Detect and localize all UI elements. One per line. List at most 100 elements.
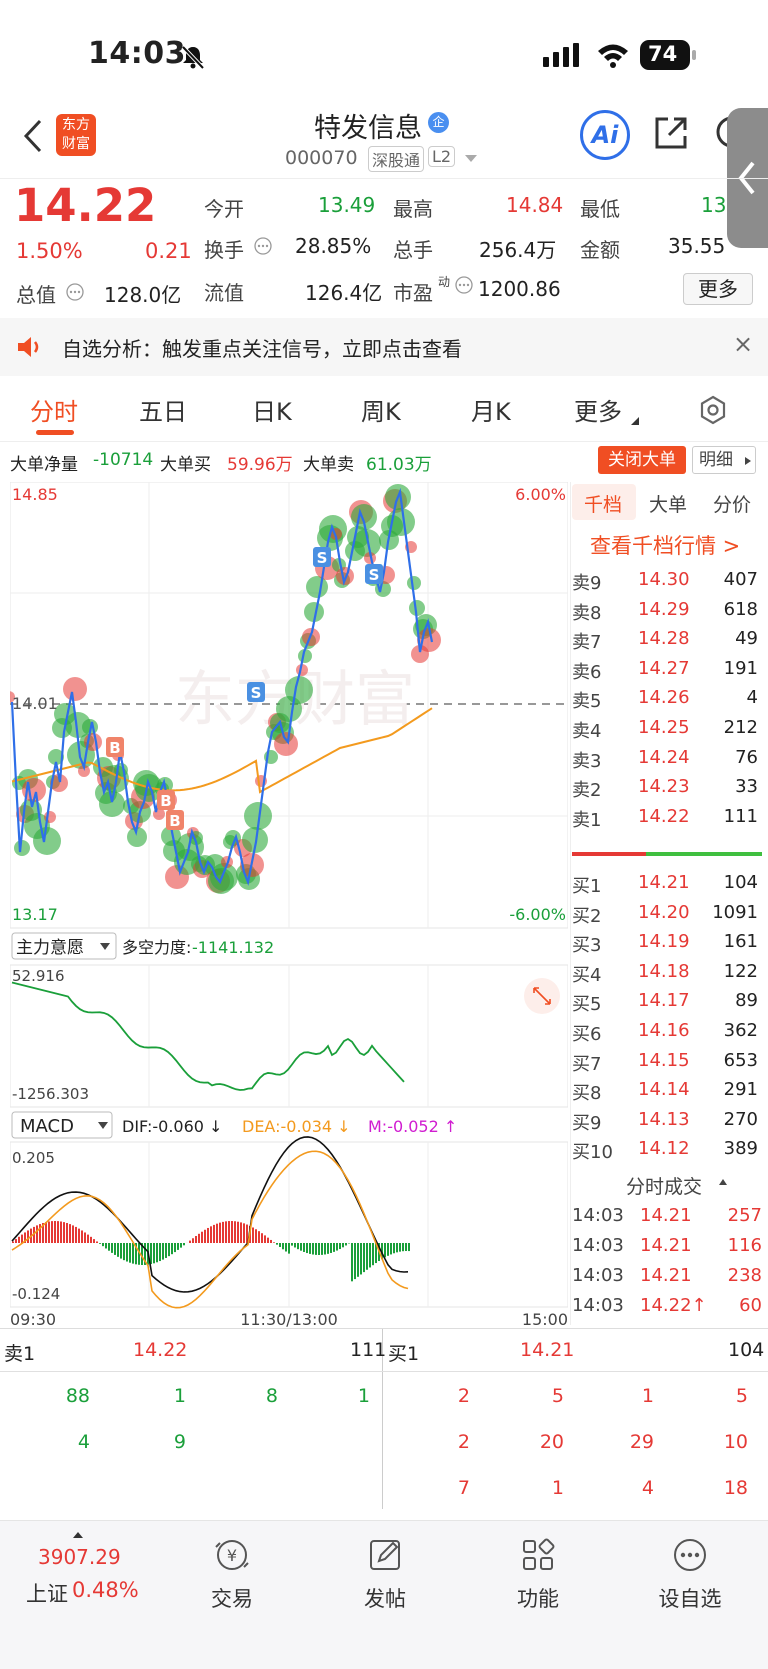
macd-bar bbox=[66, 1222, 68, 1243]
buy-level-row[interactable]: 买3 14.19 161 bbox=[572, 927, 768, 958]
detail-button[interactable]: 明细 bbox=[692, 446, 756, 474]
sell-level-row[interactable]: 卖2 14.23 33 bbox=[572, 772, 768, 803]
mktcap-value: 128.0亿 bbox=[104, 283, 182, 307]
macd-bar bbox=[345, 1243, 347, 1246]
nav-post[interactable]: 发帖 bbox=[325, 1537, 445, 1613]
sell-level-row[interactable]: 卖7 14.28 49 bbox=[572, 624, 768, 655]
sell-level-row[interactable]: 卖9 14.30 407 bbox=[572, 565, 768, 596]
buy-level-row[interactable]: 买4 14.18 122 bbox=[572, 957, 768, 988]
volume-bubble bbox=[409, 600, 425, 616]
big-net-label: 大单净量 bbox=[10, 455, 78, 475]
queue-buy-cell: 1 bbox=[641, 1385, 654, 1407]
buy-level-row[interactable]: 买2 14.20 1091 bbox=[572, 898, 768, 929]
volume-bubble bbox=[33, 827, 61, 855]
volume-bubble bbox=[407, 576, 421, 590]
more-quote-button[interactable]: 更多 bbox=[683, 273, 753, 305]
level-volume: 389 bbox=[723, 1138, 758, 1160]
mktcap-label: 总值 bbox=[16, 283, 56, 307]
volume-value: 256.4万 bbox=[479, 238, 557, 262]
sell-level-row[interactable]: 卖5 14.26 4 bbox=[572, 683, 768, 714]
level-label: 买3 bbox=[572, 935, 602, 957]
sell-level-row[interactable]: 卖6 14.27 191 bbox=[572, 654, 768, 685]
open-value: 13.49 bbox=[318, 193, 376, 217]
buy-level-row[interactable]: 买8 14.14 291 bbox=[572, 1075, 768, 1106]
buy-level-row[interactable]: 买5 14.17 89 bbox=[572, 986, 768, 1017]
level-volume: 111 bbox=[723, 805, 758, 827]
sell-level-row[interactable]: 卖8 14.29 618 bbox=[572, 595, 768, 626]
sell-level-row[interactable]: 卖3 14.24 76 bbox=[572, 743, 768, 774]
depth-link[interactable]: 查看千档行情 > bbox=[590, 534, 741, 558]
level-price: 14.25 bbox=[638, 717, 690, 738]
index-name[interactable]: 上证 bbox=[26, 1582, 68, 1606]
indicator-select[interactable] bbox=[11, 932, 117, 960]
battery-icon: 74 bbox=[640, 40, 690, 70]
orderbook-tab-depth[interactable]: 千档 bbox=[584, 494, 623, 516]
queue-buy-cell: 2 bbox=[457, 1385, 470, 1407]
level-label: 卖2 bbox=[572, 780, 602, 802]
macd-bar bbox=[369, 1243, 371, 1268]
share-icon[interactable] bbox=[652, 114, 690, 152]
index-pct[interactable]: 0.48% bbox=[72, 1578, 139, 1602]
macd-histogram bbox=[12, 1221, 410, 1282]
queue-sell-cell: 9 bbox=[173, 1431, 186, 1453]
orderbook-tab-bigorder[interactable]: 大单 bbox=[649, 494, 688, 516]
pe-info-icon[interactable] bbox=[455, 276, 473, 294]
queue-sell-cell: 8 bbox=[265, 1385, 278, 1407]
buy-level-row[interactable]: 买1 14.21 104 bbox=[572, 868, 768, 899]
buy-level-row[interactable]: 买7 14.15 653 bbox=[572, 1046, 768, 1077]
gear-icon[interactable] bbox=[698, 395, 728, 425]
level-price: 14.13 bbox=[638, 1108, 690, 1130]
tick-price: 14.21 bbox=[640, 1265, 692, 1286]
turnover-info-icon[interactable] bbox=[254, 237, 272, 255]
buy-level-row[interactable]: 买9 14.13 270 bbox=[572, 1105, 768, 1136]
notice-bar[interactable]: 自选分析：触发重点关注信号，立即点击查看 × bbox=[0, 318, 768, 376]
orderbook-tab-price[interactable]: 分价 bbox=[713, 494, 752, 516]
wifi-icon bbox=[598, 44, 628, 68]
tick-time: 14:03 bbox=[572, 1205, 624, 1226]
sell-level-row[interactable]: 卖1 14.22 111 bbox=[572, 802, 768, 833]
macd-bar bbox=[192, 1238, 194, 1243]
buy-level-row[interactable]: 买10 14.12 389 bbox=[572, 1134, 768, 1165]
macd-bar bbox=[405, 1243, 407, 1252]
macd-bar bbox=[336, 1243, 338, 1251]
index-value[interactable]: 3907.29 bbox=[38, 1545, 121, 1569]
ticks-title[interactable]: 分时成交 bbox=[626, 1176, 703, 1198]
bottom-nav: 3907.29 上证 0.48% ¥ 交易 发帖 功能 设自选 bbox=[0, 1520, 768, 1669]
level-volume: 291 bbox=[723, 1079, 758, 1101]
tab-five-day[interactable]: 五日 bbox=[139, 398, 187, 426]
tab-day-k[interactable]: 日K bbox=[252, 398, 292, 426]
tab-timeshare[interactable]: 分时 bbox=[30, 398, 78, 426]
macd-bar bbox=[270, 1239, 272, 1243]
high-label: 最高 bbox=[393, 197, 433, 221]
tab-more[interactable]: 更多 bbox=[574, 398, 622, 426]
macd-bar bbox=[216, 1223, 218, 1243]
level-price: 14.29 bbox=[638, 598, 690, 620]
level-volume: 362 bbox=[723, 1020, 758, 1041]
buy-level-row[interactable]: 买6 14.16 362 bbox=[572, 1016, 768, 1047]
pe-label: 市盈 bbox=[393, 281, 433, 305]
macd-bar bbox=[159, 1243, 161, 1262]
ai-button[interactable]: Ai bbox=[580, 110, 630, 160]
float-label: 流值 bbox=[204, 281, 244, 305]
nav-function[interactable]: 功能 bbox=[478, 1537, 598, 1613]
level-label: 卖7 bbox=[572, 632, 602, 654]
macd-select[interactable] bbox=[11, 1111, 113, 1139]
macd-bar bbox=[84, 1232, 86, 1243]
macd-bar bbox=[180, 1243, 182, 1248]
level-label: 买6 bbox=[572, 1024, 602, 1045]
close-notice-icon[interactable]: × bbox=[733, 330, 754, 358]
app-logo[interactable]: 东方 财富 bbox=[56, 114, 96, 156]
tab-week-k[interactable]: 周K bbox=[361, 398, 401, 426]
sell-level-row[interactable]: 卖4 14.25 212 bbox=[572, 713, 768, 744]
level-price: 14.27 bbox=[638, 657, 690, 679]
nav-trade[interactable]: ¥ 交易 bbox=[172, 1537, 292, 1613]
back-icon[interactable] bbox=[22, 118, 44, 154]
more-info-icon[interactable] bbox=[66, 283, 84, 301]
close-big-order-button[interactable]: 关闭大单 bbox=[598, 446, 686, 474]
caret-down-icon[interactable] bbox=[464, 154, 478, 164]
tab-month-k[interactable]: 月K bbox=[471, 398, 511, 426]
macd-bar bbox=[12, 1241, 14, 1243]
nav-add-watchlist[interactable]: 设自选 bbox=[630, 1537, 750, 1613]
macd-bar bbox=[120, 1243, 122, 1259]
